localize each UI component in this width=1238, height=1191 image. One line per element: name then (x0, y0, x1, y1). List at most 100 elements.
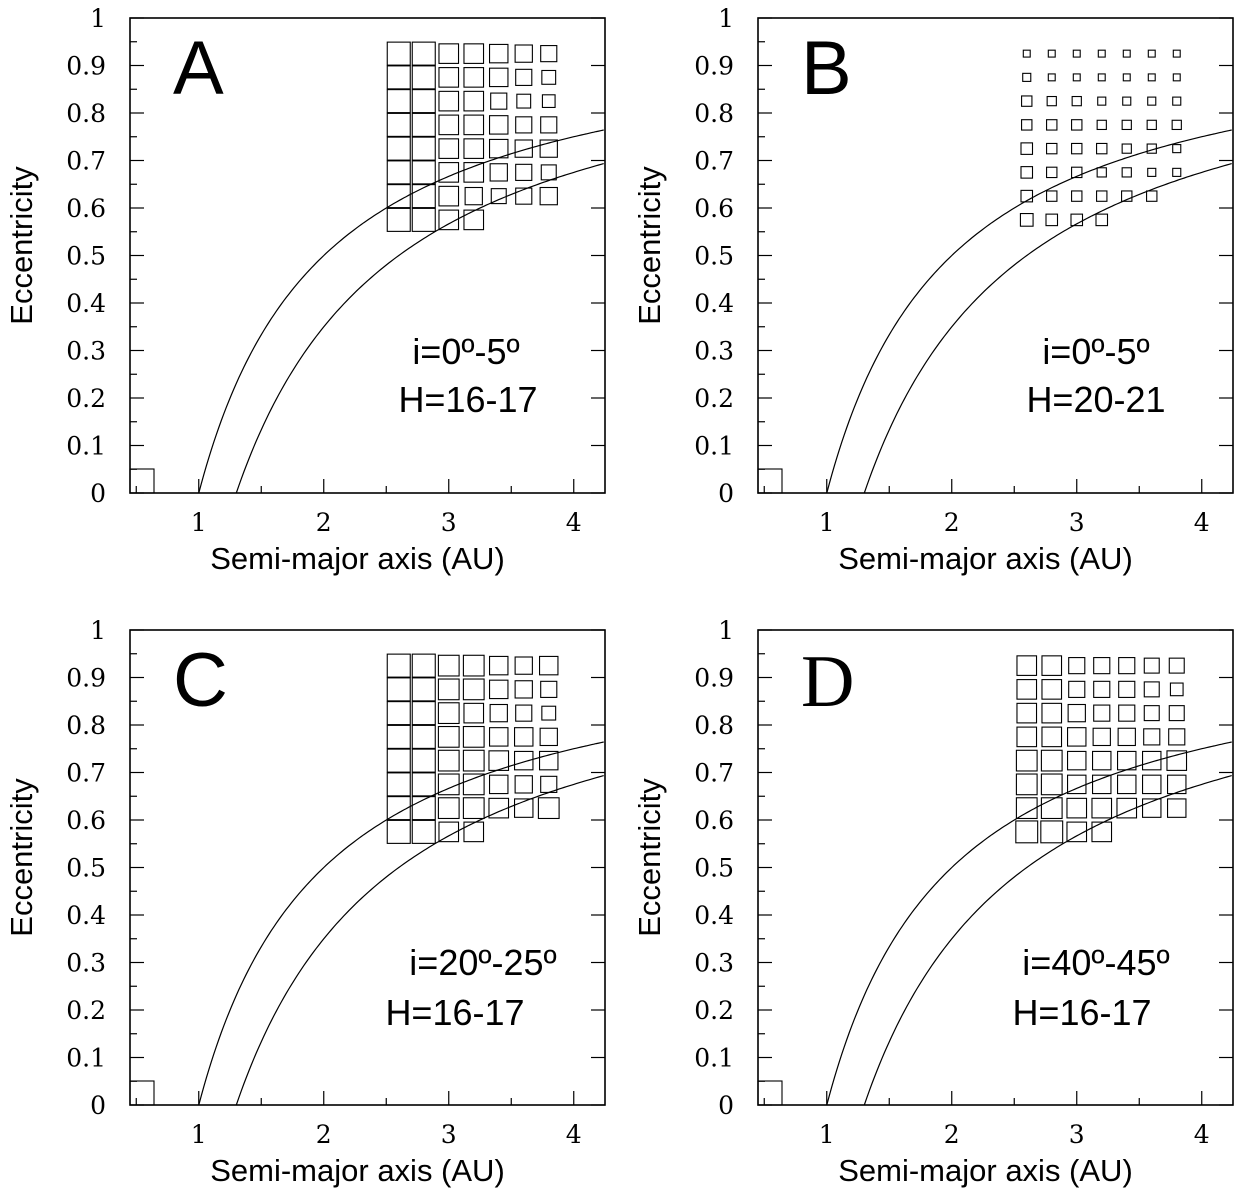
data-box (437, 797, 460, 820)
data-box (386, 677, 411, 702)
data-box (1143, 681, 1160, 698)
data-box (411, 89, 436, 114)
data-box (1020, 142, 1034, 155)
data-box (386, 112, 411, 137)
y-tick-label: 0 (718, 479, 734, 508)
y-tick-label: 0 (90, 479, 106, 508)
data-box (386, 160, 411, 185)
y-tick-label: 0.1 (66, 432, 106, 461)
data-box (386, 819, 411, 844)
y-tick-label: 0.3 (694, 337, 734, 366)
data-box (1142, 750, 1162, 771)
data-box (1068, 657, 1086, 675)
data-box (1166, 750, 1188, 771)
y-tick-label: 0.6 (694, 806, 734, 835)
data-box (386, 41, 411, 66)
data-box (540, 775, 558, 793)
y-tick-label: 0.8 (694, 711, 734, 740)
data-box (514, 139, 533, 158)
data-box (437, 725, 460, 748)
data-box (1067, 750, 1087, 771)
y-tick-label: 0.3 (66, 949, 106, 978)
data-box (437, 702, 460, 725)
panel-label: D (801, 641, 854, 723)
data-box (488, 774, 509, 795)
data-box (1091, 797, 1113, 819)
y-tick-label: 0.1 (694, 1044, 734, 1073)
x-axis-label: Semi-major axis (AU) (838, 1153, 1133, 1188)
data-box (488, 679, 509, 700)
data-box (438, 43, 460, 64)
perihelion-curve-q1 (826, 741, 1232, 1106)
data-box (437, 654, 460, 677)
data-box (386, 136, 411, 161)
x-tick-label: 3 (1069, 1120, 1085, 1149)
data-box (1020, 189, 1034, 203)
data-box (1046, 166, 1058, 179)
data-box (1116, 797, 1138, 819)
data-box (514, 775, 533, 794)
x-tick-label: 4 (1194, 508, 1210, 537)
data-box (438, 67, 460, 88)
data-box (1071, 95, 1082, 107)
data-box (1041, 679, 1063, 700)
panel-label: A (173, 26, 224, 111)
data-box (386, 89, 411, 114)
x-tick-label: 2 (944, 1120, 960, 1149)
perihelion-curve-q1 (198, 741, 604, 1106)
data-box (1040, 820, 1064, 844)
data-box (1067, 774, 1087, 795)
data-box (1092, 774, 1112, 795)
y-tick-label: 0.6 (66, 194, 106, 223)
data-box (1147, 167, 1157, 177)
data-box (540, 45, 558, 63)
x-tick-label: 1 (819, 508, 835, 537)
data-box (1071, 142, 1083, 155)
data-box (464, 186, 483, 206)
data-box (515, 68, 533, 86)
data-box (1167, 774, 1187, 795)
data-box (462, 654, 485, 677)
y-tick-label: 0.7 (66, 759, 106, 788)
data-box (1040, 773, 1063, 796)
data-box (1146, 143, 1157, 154)
x-tick-label: 4 (566, 508, 582, 537)
data-box (386, 65, 411, 90)
panel-b: 0 0.1 0.2 0.3 0.4 0.5 0.6 0.7 0.8 0.9 1 1 2 3 4 Semi-ma… (632, 4, 1234, 576)
data-box (1067, 727, 1087, 747)
y-tick-label: 0.2 (66, 384, 106, 413)
data-box (1172, 73, 1181, 82)
y-tick-label: 0.2 (694, 996, 734, 1025)
data-box (411, 41, 436, 66)
data-box (411, 160, 436, 185)
data-box (1040, 749, 1063, 772)
data-box (462, 725, 485, 748)
y-tick-label: 0 (718, 1091, 734, 1120)
data-box (1022, 49, 1031, 58)
inclination-annotation: i=0º-5º (412, 331, 519, 372)
data-box (1143, 728, 1161, 746)
data-box (1041, 726, 1063, 748)
data-box (411, 65, 436, 90)
data-box (463, 821, 485, 843)
magnitude-annotation: H=16-17 (385, 992, 524, 1033)
data-box (488, 750, 510, 771)
data-box (514, 656, 533, 675)
perihelion-curve-q1 (198, 129, 604, 494)
perihelion-curve-q1.3 (863, 775, 1232, 1106)
panel-a: 0 0.1 0.2 0.3 0.4 0.5 0.6 0.7 0.8 0.9 1 1 2 3 4 Semi-ma… (4, 4, 606, 576)
perihelion-curve-q1.3 (235, 775, 604, 1106)
data-box (1143, 657, 1160, 674)
data-box (463, 138, 485, 159)
data-box (411, 207, 436, 232)
data-box (437, 678, 460, 701)
inclination-annotation: i=0º-5º (1042, 331, 1149, 372)
data-box (1142, 798, 1162, 818)
data-box (1071, 119, 1083, 131)
data-box (1172, 49, 1181, 58)
data-box (463, 114, 485, 136)
y-tick-label: 0.2 (66, 996, 106, 1025)
panel-label: C (173, 638, 228, 723)
data-box (463, 67, 485, 88)
data-box (1021, 95, 1033, 107)
